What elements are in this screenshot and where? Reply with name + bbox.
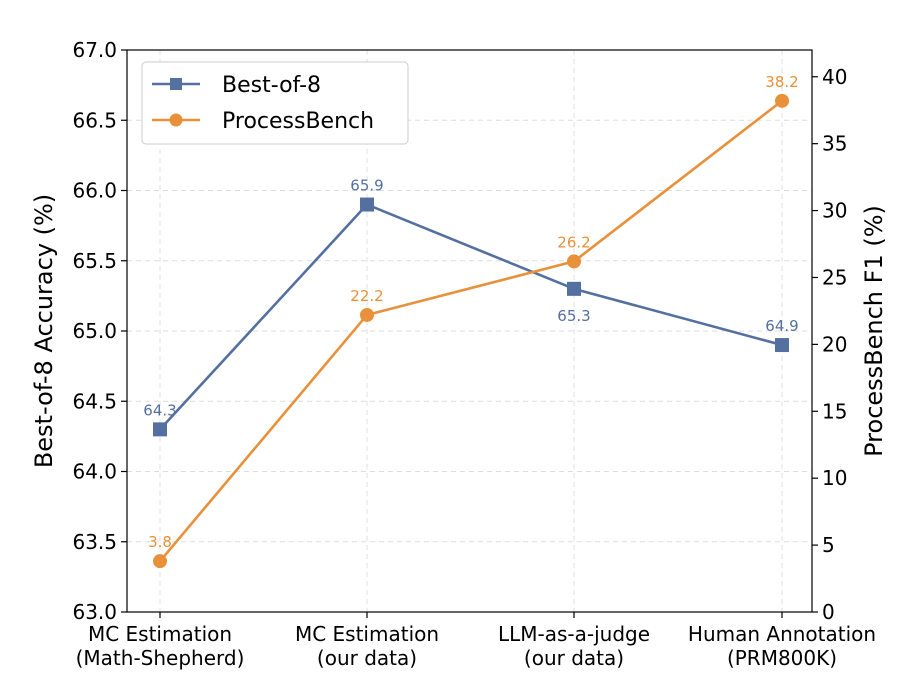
y-right-tick-label: 35 <box>822 132 847 156</box>
series-line-best-of-8 <box>159 203 783 431</box>
data-label-processbench: 22.2 <box>350 287 383 305</box>
data-point-processbench <box>153 554 167 569</box>
legend: Best-of-8 ProcessBench <box>141 61 409 145</box>
y-right-tick-label: 25 <box>822 265 847 289</box>
legend-label-best-of-8: Best-of-8 <box>222 73 321 98</box>
y-left-tick-label: 65.5 <box>72 249 117 273</box>
data-point-processbench <box>567 254 581 269</box>
y-left-tick-label: 67.0 <box>72 38 117 62</box>
y-left-tick-label: 66.0 <box>72 179 117 203</box>
y-axis-left-label: Best-of-8 Accuracy (%) <box>30 194 58 468</box>
y-left-tick-label: 63.0 <box>72 600 117 624</box>
y-right-tick-label: 20 <box>822 332 847 356</box>
y-axis-right-label: ProcessBench F1 (%) <box>860 205 888 457</box>
data-label-best-of-8: 65.9 <box>350 177 383 195</box>
series-line-processbench <box>159 99 783 562</box>
y-left-tick-label: 65.0 <box>72 319 117 343</box>
x-tick-label: (Math-Shepherd) <box>76 646 245 670</box>
legend-label-processbench: ProcessBench <box>222 109 374 134</box>
legend-marker-best-of-8 <box>170 78 182 90</box>
y-left-tick-label: 64.5 <box>72 389 117 413</box>
series-layer: 64.3 65.9 65.3 64.9 3.8 22.2 26.2 38.2 <box>143 73 799 569</box>
y-right-tick-label: 0 <box>822 600 835 624</box>
data-point-best-of-8 <box>360 197 374 212</box>
y-right-tick-label: 40 <box>822 65 847 89</box>
data-point-processbench <box>775 93 789 108</box>
legend-box <box>141 61 409 145</box>
y-right-tick-label: 5 <box>822 533 835 557</box>
data-label-processbench: 38.2 <box>765 73 798 91</box>
data-point-processbench <box>360 307 374 322</box>
data-label-best-of-8: 64.3 <box>143 401 176 419</box>
y-left-tick-label: 66.5 <box>72 108 117 132</box>
data-label-processbench: 3.8 <box>148 533 172 551</box>
x-tick-label: MC Estimation <box>295 622 439 646</box>
y-right-tick-label: 30 <box>822 199 847 223</box>
legend-marker-processbench <box>169 113 183 127</box>
x-tick-label: Human Annotation <box>688 622 876 646</box>
x-tick-label: (our data) <box>317 646 417 670</box>
y-right-tick-label: 15 <box>822 399 847 423</box>
x-tick-label: LLM-as-a-judge <box>498 622 650 646</box>
y-left-tick-label: 63.5 <box>72 530 117 554</box>
data-point-best-of-8 <box>775 338 789 353</box>
data-label-best-of-8: 64.9 <box>765 317 798 335</box>
data-point-best-of-8 <box>153 422 167 437</box>
y-right-tick-label: 10 <box>822 466 847 490</box>
x-tick-label: (PRM800K) <box>727 646 837 670</box>
y-left-tick-label: 64.0 <box>72 460 117 484</box>
data-point-best-of-8 <box>567 281 581 296</box>
axes: 63.0 63.5 64.0 64.5 65.0 65.5 66.0 66.5 67.0 0 5 10… <box>72 38 876 670</box>
data-label-processbench: 26.2 <box>557 233 590 251</box>
data-label-best-of-8: 65.3 <box>557 307 590 325</box>
x-tick-label: MC Estimation <box>88 622 232 646</box>
x-tick-label: (our data) <box>524 646 624 670</box>
